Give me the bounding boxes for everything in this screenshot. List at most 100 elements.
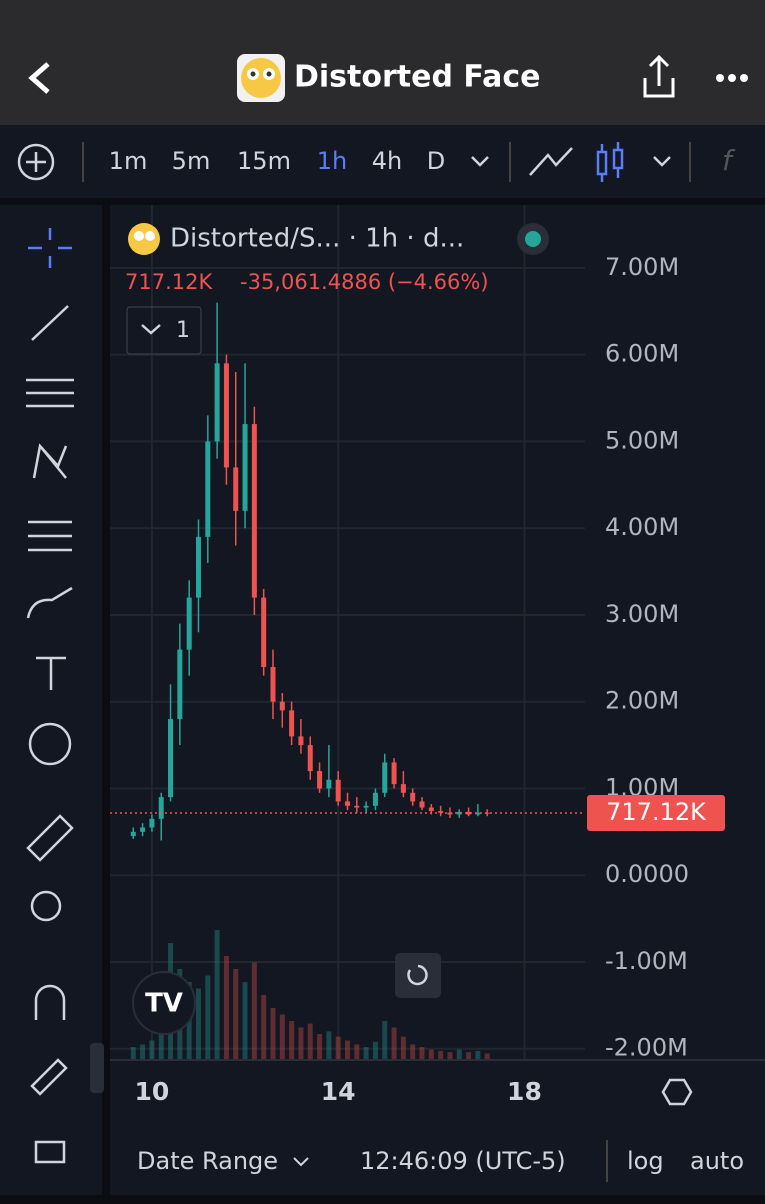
volume-bar	[345, 1040, 350, 1060]
toolbar	[0, 125, 765, 198]
volume-bar	[354, 1044, 360, 1060]
candle-body	[382, 762, 388, 793]
back-button[interactable]	[28, 62, 50, 94]
chart-type-dropdown[interactable]	[653, 156, 671, 167]
candle-body	[317, 771, 323, 789]
candle-body	[391, 762, 397, 785]
ruler-tool[interactable]	[26, 814, 74, 862]
candle-body	[400, 784, 406, 793]
candle-body	[205, 441, 211, 537]
candle-body	[186, 597, 192, 650]
interval-button[interactable]: 5m	[172, 147, 211, 175]
interval-button[interactable]: 1m	[109, 147, 148, 175]
lock-draw-tool[interactable]	[30, 1058, 68, 1096]
footer	[110, 1125, 765, 1195]
candle-body	[242, 424, 248, 511]
more-button[interactable]	[716, 74, 748, 82]
clock: 12:46:09 (UTC-5)	[360, 1147, 566, 1175]
candle-body	[372, 792, 378, 806]
volume-bar	[326, 1031, 332, 1060]
token-icon	[237, 54, 285, 102]
volume-bar	[261, 995, 267, 1060]
volume-bar	[456, 1049, 462, 1060]
legend: Distorted/S... · 1h · d... 717.12K -35,0…	[125, 223, 549, 355]
volume-bar	[307, 1023, 313, 1060]
candle-body	[149, 818, 155, 828]
brush-tool[interactable]	[26, 586, 73, 619]
volume-bar	[410, 1044, 416, 1060]
legend-price: 717.12K	[125, 270, 213, 294]
interval-button[interactable]: 1h	[317, 147, 347, 175]
volume-bar	[475, 1050, 481, 1060]
volume-bar	[140, 1044, 146, 1060]
legend-change: -35,061.4886 (−4.66%)	[240, 270, 489, 294]
candle-body	[438, 811, 444, 813]
fib-tool[interactable]	[26, 378, 74, 408]
volume-bar	[466, 1052, 472, 1060]
candle-body	[326, 779, 332, 789]
symbol: Distorted/S... · 1h · d...	[170, 224, 464, 254]
candle-body	[140, 827, 146, 832]
candle-body	[214, 363, 220, 442]
tv-logo: TV	[132, 971, 196, 1035]
add-button[interactable]	[17, 143, 55, 181]
trendline-tool[interactable]	[31, 305, 69, 341]
y-tick-label: -2.00M	[605, 1034, 688, 1062]
zoom-tool[interactable]	[30, 890, 62, 922]
collapse-handle[interactable]	[90, 1043, 104, 1093]
volume-bar	[400, 1036, 406, 1060]
volume-bar	[317, 1034, 323, 1060]
x-tick-label: 10	[135, 1077, 170, 1106]
interval-button[interactable]: D	[427, 147, 445, 175]
candle-body	[289, 710, 295, 737]
magnet-tool[interactable]	[34, 984, 66, 1020]
share-button[interactable]	[643, 54, 675, 98]
settings-button[interactable]	[661, 1078, 693, 1106]
volume-bar	[391, 1027, 397, 1060]
date-range[interactable]: Date Range	[137, 1147, 278, 1175]
log-toggle[interactable]: log	[627, 1147, 664, 1175]
candle-body	[177, 649, 183, 720]
candle-body	[168, 719, 174, 798]
candle-body	[261, 597, 267, 667]
candle-body	[298, 736, 304, 746]
auto-toggle[interactable]: auto	[690, 1147, 744, 1175]
x-tick-label: 14	[321, 1077, 356, 1106]
volume-bar	[279, 1014, 285, 1060]
title: Distorted Face	[294, 60, 541, 95]
last-price-label: 717.12K	[606, 798, 707, 826]
interval-dropdown[interactable]	[471, 156, 489, 167]
forecast-tool[interactable]	[28, 520, 72, 552]
drawing-sidebar	[0, 205, 102, 1195]
candle-button[interactable]	[596, 142, 624, 182]
candle-body	[475, 812, 481, 815]
text-tool[interactable]	[36, 656, 66, 690]
candle-body	[363, 805, 369, 808]
candle-body	[354, 805, 360, 808]
volume-bar	[419, 1047, 425, 1060]
lock-tool[interactable]	[34, 1140, 66, 1164]
indicators-toggle[interactable]	[126, 306, 202, 355]
emoji-tool[interactable]	[28, 722, 72, 766]
reset-button[interactable]	[395, 953, 441, 998]
volume-bar	[289, 1021, 295, 1060]
volume-bar	[242, 982, 248, 1060]
candle-body	[195, 536, 201, 598]
candle-body	[233, 467, 239, 511]
volume-bar	[223, 956, 229, 1060]
volume-bar	[195, 988, 201, 1060]
volume-bar	[428, 1049, 434, 1060]
y-tick-label: 2.00M	[605, 687, 679, 715]
volume-bar	[214, 930, 220, 1060]
interval-button[interactable]: 15m	[237, 147, 291, 175]
interval-button[interactable]: 4h	[372, 147, 402, 175]
crosshair-tool[interactable]	[28, 228, 72, 268]
line-chart-button[interactable]	[529, 147, 573, 176]
volume-bar	[149, 1040, 155, 1060]
x-tick-label: 18	[507, 1077, 542, 1106]
indicators-count: 1	[176, 318, 190, 343]
svg-text:TV: TV	[145, 989, 183, 1019]
pattern-tool[interactable]	[32, 443, 68, 479]
candle-body	[456, 811, 462, 815]
top-bar	[0, 0, 765, 125]
